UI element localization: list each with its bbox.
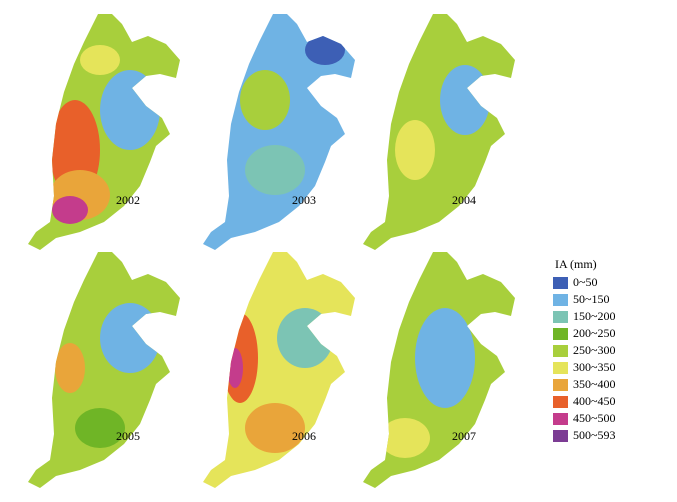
- legend-label: 500~593: [573, 428, 616, 442]
- legend-swatch: [553, 430, 568, 442]
- legend-swatch: [553, 413, 568, 425]
- legend-label: 0~50: [573, 275, 598, 289]
- legend-title: IA (mm): [555, 257, 597, 271]
- map-2002: [28, 14, 180, 250]
- map-2005: [28, 252, 180, 488]
- legend-swatch: [553, 294, 568, 306]
- panel-label: 2007: [452, 429, 476, 443]
- legend-label: 200~250: [573, 326, 616, 340]
- legend-swatch: [553, 396, 568, 408]
- map-2007: [363, 252, 515, 488]
- legend-swatch: [553, 328, 568, 340]
- map-2006: [203, 252, 355, 488]
- legend-swatch: [553, 345, 568, 357]
- panel-label: 2004: [452, 193, 476, 207]
- panel-label: 2003: [292, 193, 316, 207]
- panel-label: 2005: [116, 429, 140, 443]
- legend-label: 150~200: [573, 309, 616, 323]
- legend-label: 350~400: [573, 377, 616, 391]
- panel-label: 2002: [116, 193, 140, 207]
- legend-swatch: [553, 362, 568, 374]
- map-2004: [363, 14, 515, 250]
- panel-label: 2006: [292, 429, 316, 443]
- legend: 0~50 50~150 150~200 200~250 250~300 300~350 35…: [553, 275, 616, 442]
- maps: [28, 14, 515, 488]
- legend-label: 250~300: [573, 343, 616, 357]
- legend-swatch: [553, 311, 568, 323]
- legend-label: 400~450: [573, 394, 616, 408]
- legend-swatch: [553, 277, 568, 289]
- legend-swatch: [553, 379, 568, 391]
- map-2003: [203, 14, 355, 250]
- legend-label: 300~350: [573, 360, 616, 374]
- legend-label: 50~150: [573, 292, 610, 306]
- legend-label: 450~500: [573, 411, 616, 425]
